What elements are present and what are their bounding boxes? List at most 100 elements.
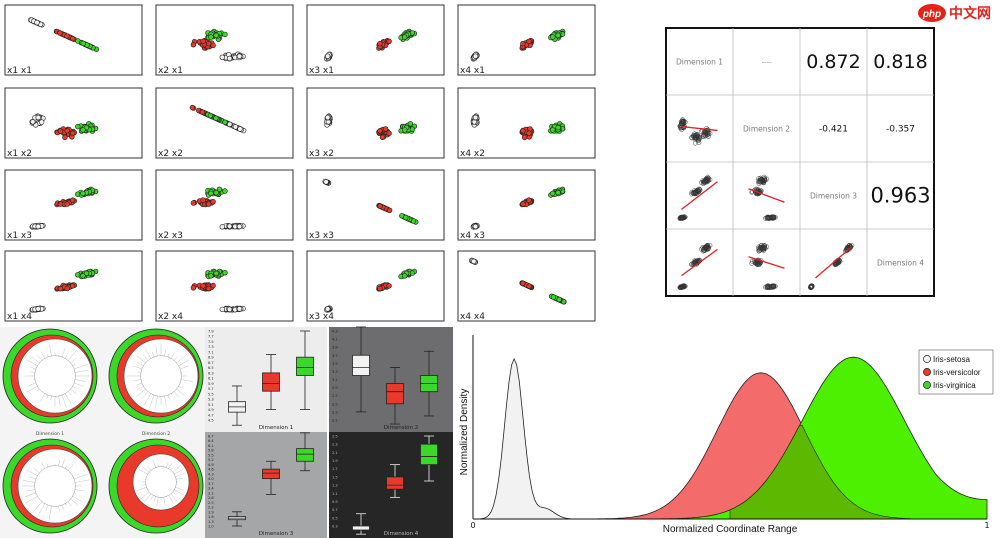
radial-plot: Dimension 1 xyxy=(2,328,98,437)
boxplot-tick-label: 1.3 xyxy=(208,520,214,524)
corr-mini-point xyxy=(696,186,702,192)
boxplot-tick-label: 3.7 xyxy=(208,482,214,486)
boxplot-box xyxy=(262,468,280,480)
scatter-point xyxy=(213,32,219,39)
scatter-panel: x2 x3 xyxy=(155,169,294,241)
scatter-point xyxy=(219,224,226,230)
boxplot-label: Dimension 3 xyxy=(259,531,294,537)
corr-mini-point xyxy=(682,214,688,220)
boxplot-tick-label: 5.5 xyxy=(208,392,214,396)
boxplot-tick-label: 4.9 xyxy=(208,463,214,467)
boxplot-tick-label: 2.1 xyxy=(332,451,338,455)
boxplot-tick-label: 3.1 xyxy=(332,378,338,382)
legend-label: Iris-setosa xyxy=(933,355,970,364)
boxplot-tick-label: 7.7 xyxy=(208,335,214,339)
scatter-panel: x2 x1 xyxy=(155,4,294,76)
scatter-point xyxy=(555,124,561,131)
scatter-point xyxy=(226,55,233,62)
corr-mini-point xyxy=(833,261,839,267)
scatter-point xyxy=(526,197,532,203)
scatter-point xyxy=(520,201,526,207)
boxplot-tick-label: 4.9 xyxy=(208,408,214,412)
scatter-point xyxy=(377,285,383,292)
scatter-point xyxy=(210,42,216,49)
boxplot-tick-label: 6.1 xyxy=(208,377,214,381)
scatter-panel-label: x2 x1 xyxy=(158,66,183,76)
corr-mini-point xyxy=(703,245,709,251)
scatter-panel-label: x2 x4 xyxy=(158,312,183,322)
boxplot-tick-label: 6.5 xyxy=(208,366,214,370)
scatter-point xyxy=(208,273,214,279)
boxplot-tick-label: 3.1 xyxy=(208,491,214,495)
corr-value: 0.872 xyxy=(806,51,860,73)
watermark: php 中文网 xyxy=(918,4,991,22)
scatter-point xyxy=(64,33,70,39)
boxplot-tick-label: 1.3 xyxy=(332,484,338,488)
boxplot-tick-label: 4.5 xyxy=(208,419,214,423)
radial-plot: Dimension 4 xyxy=(108,438,204,534)
scatter-point xyxy=(549,127,556,133)
boxplot-tick-label: 1.7 xyxy=(332,467,338,471)
boxplot-tick-label: 2.5 xyxy=(332,402,338,406)
scatter-point xyxy=(550,294,557,300)
scatter-panel-label: x3 x2 xyxy=(309,149,334,159)
corr-mini-point xyxy=(760,245,766,251)
corr-regression-line xyxy=(681,181,718,210)
scatter-point xyxy=(80,40,86,47)
boxplot-tick-label: 7.3 xyxy=(208,345,214,349)
scatter-point xyxy=(57,286,64,292)
correlation-matrix: Dimension 1 Dimension 2 Dimension 3 Dimensi… xyxy=(665,27,935,297)
boxplot-label: Dimension 4 xyxy=(384,531,419,537)
scatter-panel-label: x3 x3 xyxy=(309,231,334,241)
corr-mini-point xyxy=(837,258,843,264)
scatter-panel: x1 x4 xyxy=(4,250,143,322)
boxplot-tick-label: 7.9 xyxy=(208,330,214,334)
corr-value: 0.818 xyxy=(873,51,927,73)
corr-mini-scatter xyxy=(808,242,855,290)
boxplot-panel: 4.5 4.74.95.15.3 5.55.75.96.1 6.36.56.76.9 7… xyxy=(205,327,327,432)
scatter-point xyxy=(402,34,408,40)
corr-mini-point xyxy=(692,140,698,146)
corr-mini-point xyxy=(696,136,702,142)
scatter-point xyxy=(555,32,561,39)
corr-mini-point xyxy=(705,175,711,181)
corr-mini-point xyxy=(758,244,764,250)
boxplot-tick-label: 7.1 xyxy=(208,350,214,354)
scatter-point xyxy=(199,109,206,115)
x-tick-label: 0 xyxy=(470,521,475,530)
scatter-point xyxy=(222,119,228,125)
radial-inner-circle xyxy=(34,465,76,507)
scatter-point xyxy=(386,130,392,136)
corr-mini-point xyxy=(703,129,709,135)
legend-label: Iris-versicolor xyxy=(933,368,981,377)
corr-mini-point xyxy=(704,177,710,183)
corr-dimension-label: Dimension 1 xyxy=(676,58,723,67)
scatter-panel: x3 x3 xyxy=(306,169,445,241)
scatter-panel-label: x4 x2 xyxy=(460,149,485,159)
y-axis-label: Normalized Density xyxy=(459,389,470,476)
scatter-point xyxy=(57,128,64,134)
corr-mini-point xyxy=(760,179,766,185)
boxplot-tick-label: 3.3 xyxy=(332,370,338,374)
corr-mini-point xyxy=(754,260,760,265)
corr-mini-point xyxy=(704,132,710,138)
scatter-point xyxy=(80,273,86,279)
scatter-point xyxy=(520,280,526,286)
scatter-point xyxy=(377,128,383,134)
scatter-panel: x4 x4 xyxy=(457,250,596,322)
boxplot-tick-label: 2.3 xyxy=(332,410,338,414)
scatter-point xyxy=(379,134,386,141)
corr-mini-point xyxy=(680,215,686,221)
scatter-panel: x3 x1 xyxy=(306,4,445,76)
boxplot-tick-label: 6.1 xyxy=(208,444,214,448)
scatter-panel-label: x2 x3 xyxy=(158,231,183,241)
x-axis-label: Normalized Coordinate Range xyxy=(663,524,798,535)
scatter-point xyxy=(236,53,243,59)
corr-mini-scatter xyxy=(677,242,718,290)
boxplot-tick-label: 5.8 xyxy=(208,449,214,453)
scatter-point xyxy=(210,282,216,289)
boxplot-panels: 4.54.74.95.15.35.55.75.96.16.36.56.76.97… xyxy=(205,326,453,538)
corr-mini-point xyxy=(694,261,700,267)
scatter-point xyxy=(213,189,219,196)
corr-mini-point xyxy=(700,133,706,139)
